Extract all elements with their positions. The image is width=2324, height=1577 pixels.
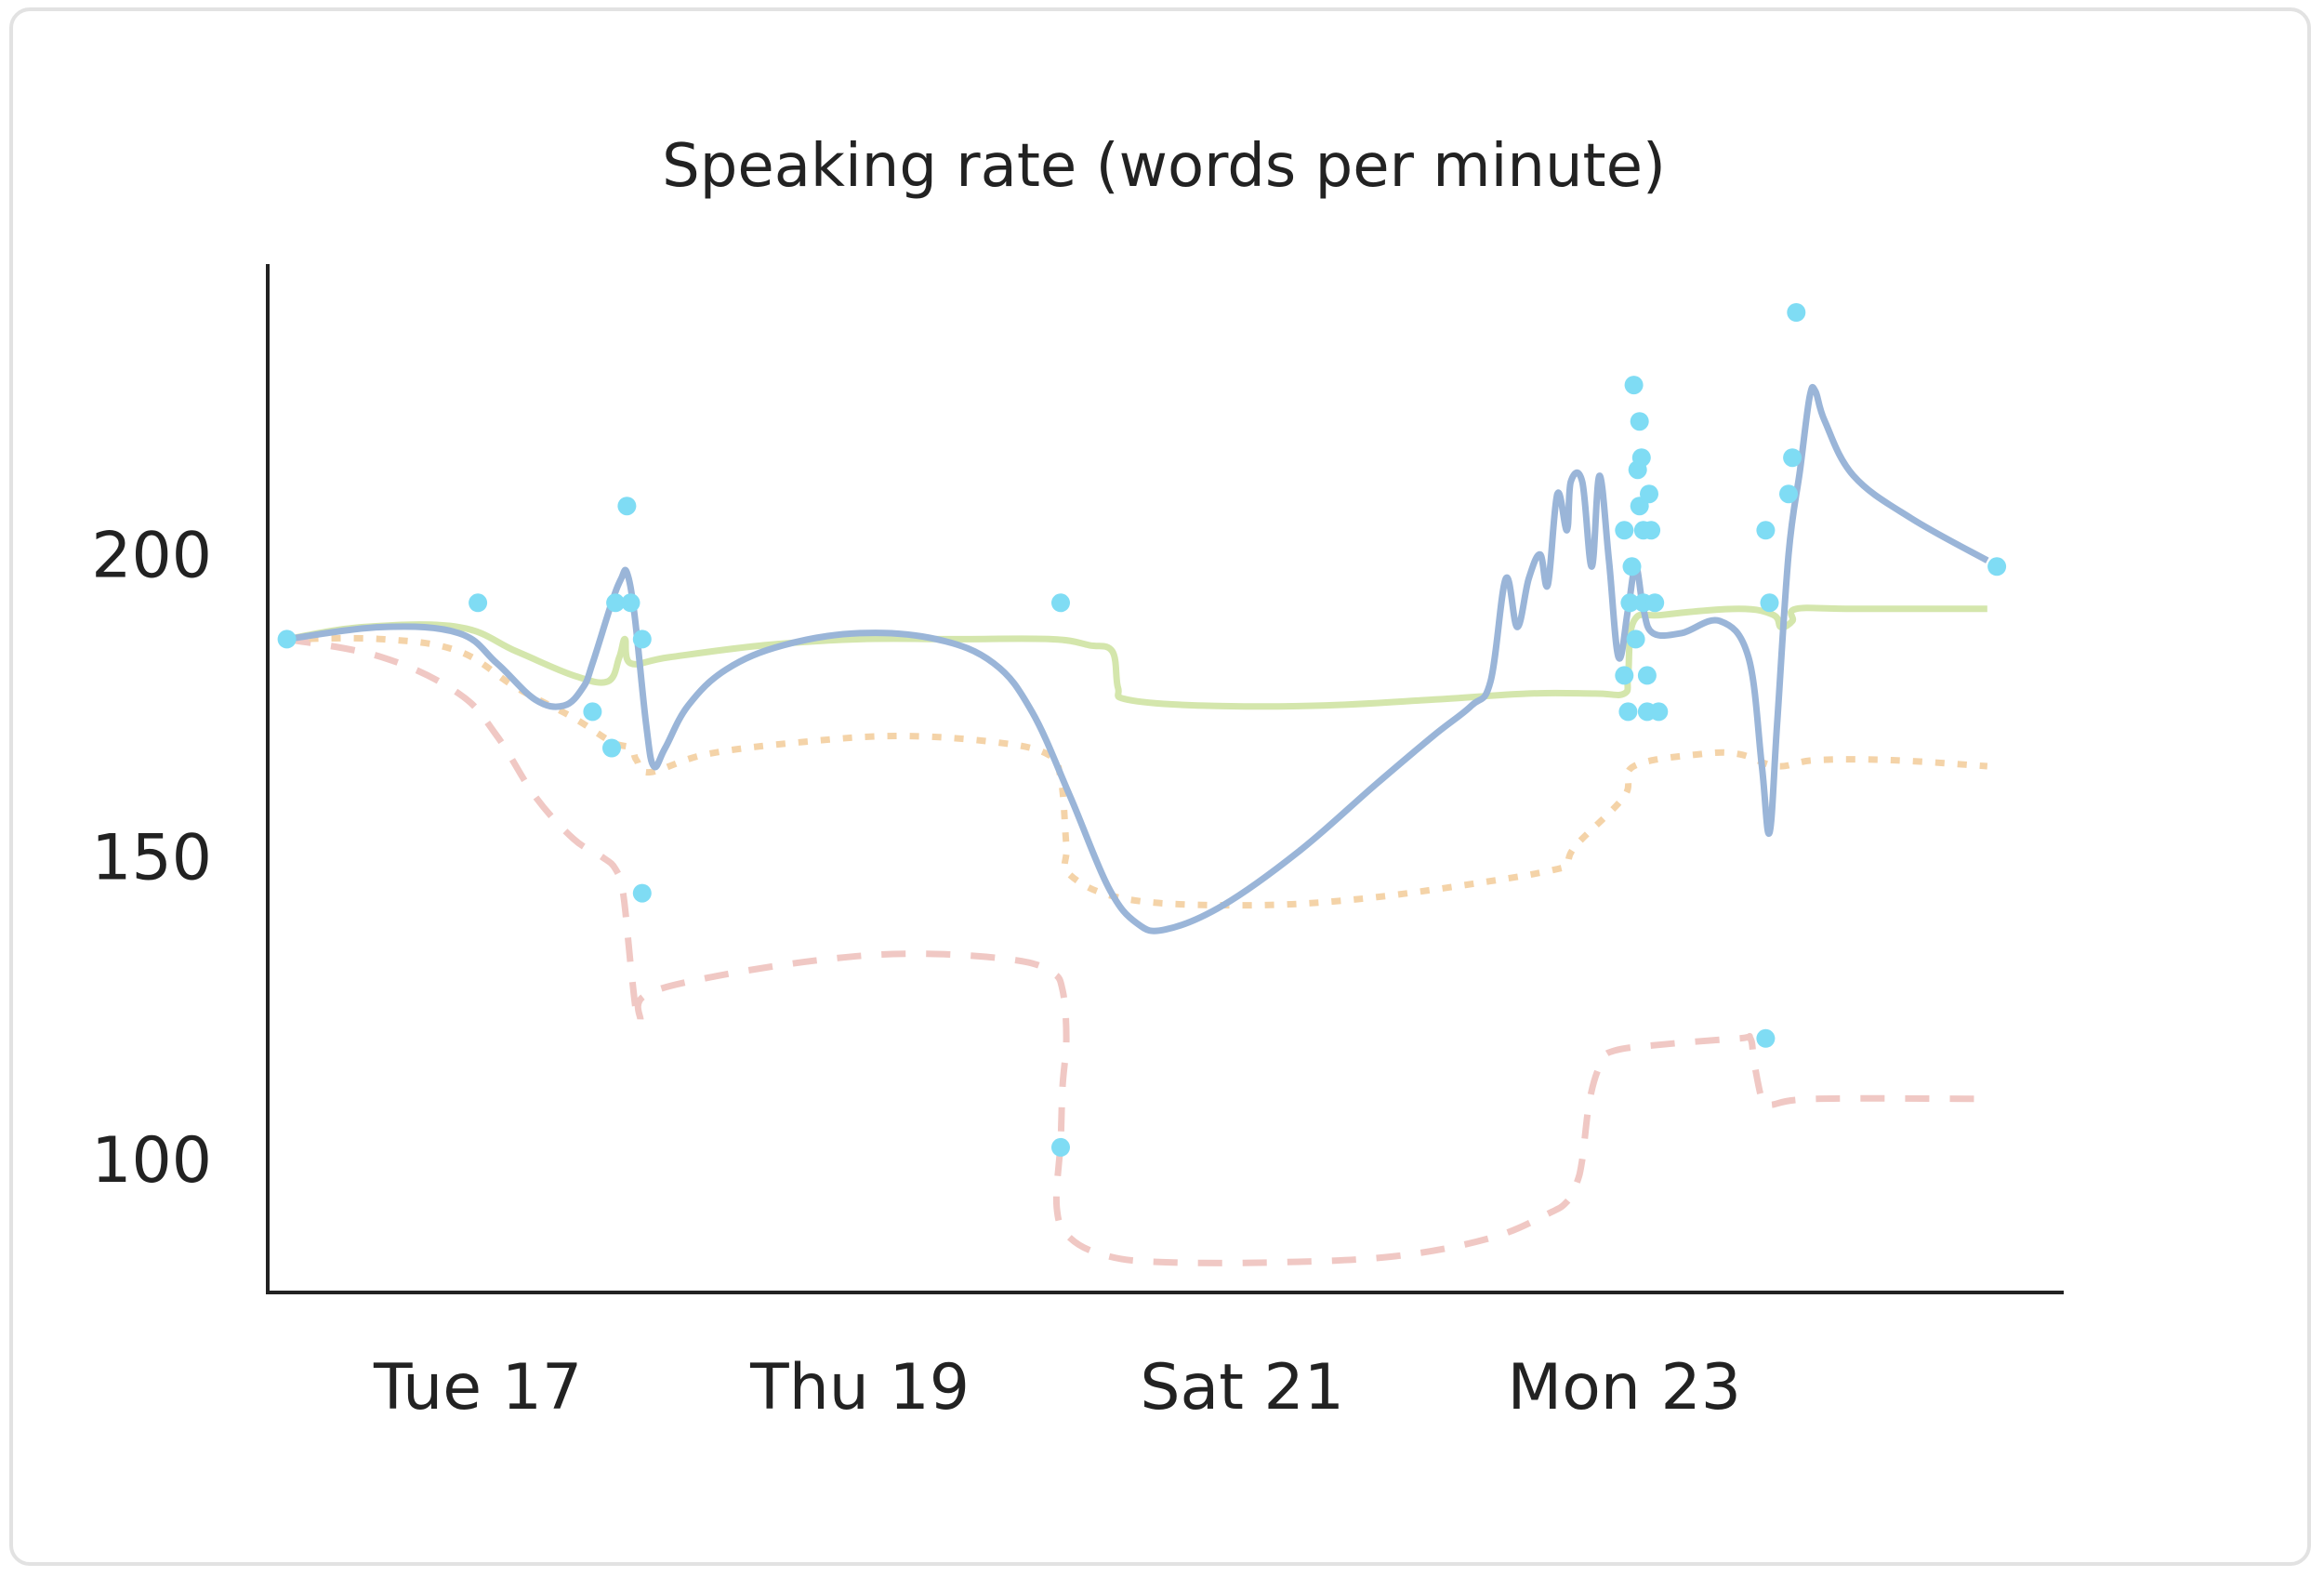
series-lower-dotted-line	[286, 634, 1988, 909]
series-band-line	[286, 604, 1987, 710]
data-point	[632, 629, 652, 649]
data-point	[1787, 303, 1806, 322]
data-point	[621, 593, 640, 613]
data-point	[1756, 521, 1776, 540]
data-point	[1626, 629, 1645, 649]
chart-card	[9, 7, 2311, 1566]
data-point	[1645, 593, 1665, 613]
x-tick-label: Sat 21	[1140, 1351, 1344, 1425]
x-tick-labels: Tue 17 Thu 19 Sat 21 Mon 23	[373, 1351, 1741, 1425]
y-tick-label: 200	[91, 519, 212, 592]
data-point	[1051, 1137, 1070, 1157]
data-point	[1630, 412, 1649, 431]
data-point	[1615, 666, 1634, 685]
data-point	[606, 593, 626, 613]
x-tick-label: Tue 17	[373, 1351, 582, 1425]
data-point	[1051, 593, 1070, 613]
data-point	[1779, 484, 1798, 504]
data-point	[1618, 702, 1638, 722]
data-point	[602, 738, 621, 758]
data-point	[583, 702, 602, 722]
data-point	[469, 593, 488, 613]
data-point	[617, 497, 637, 516]
data-point	[1649, 702, 1669, 722]
data-point	[1783, 448, 1802, 468]
series-lower-dashed-line	[285, 635, 1987, 1266]
data-point	[1760, 593, 1779, 613]
data-point	[1756, 1028, 1776, 1048]
data-point	[1615, 521, 1634, 540]
data-point	[632, 883, 652, 903]
data-point	[1987, 557, 2007, 576]
series-line-line	[286, 383, 1989, 934]
x-tick-label: Thu 19	[749, 1351, 970, 1425]
data-point	[1637, 666, 1657, 685]
chart-title: Speaking rate (words per minute)	[662, 132, 1666, 201]
x-tick-label: Mon 23	[1508, 1351, 1742, 1425]
data-point	[1624, 376, 1644, 395]
data-point	[277, 629, 297, 649]
data-point	[1631, 448, 1651, 468]
y-tick-label: 100	[91, 1124, 212, 1198]
series-layer	[285, 383, 1989, 1266]
y-tick-label: 150	[91, 822, 212, 895]
data-point	[1622, 557, 1642, 576]
data-point	[1642, 521, 1661, 540]
y-tick-labels: 100 150 200	[91, 519, 212, 1198]
data-point	[1620, 593, 1640, 613]
points-layer	[277, 303, 2007, 1157]
data-point	[1640, 484, 1658, 504]
